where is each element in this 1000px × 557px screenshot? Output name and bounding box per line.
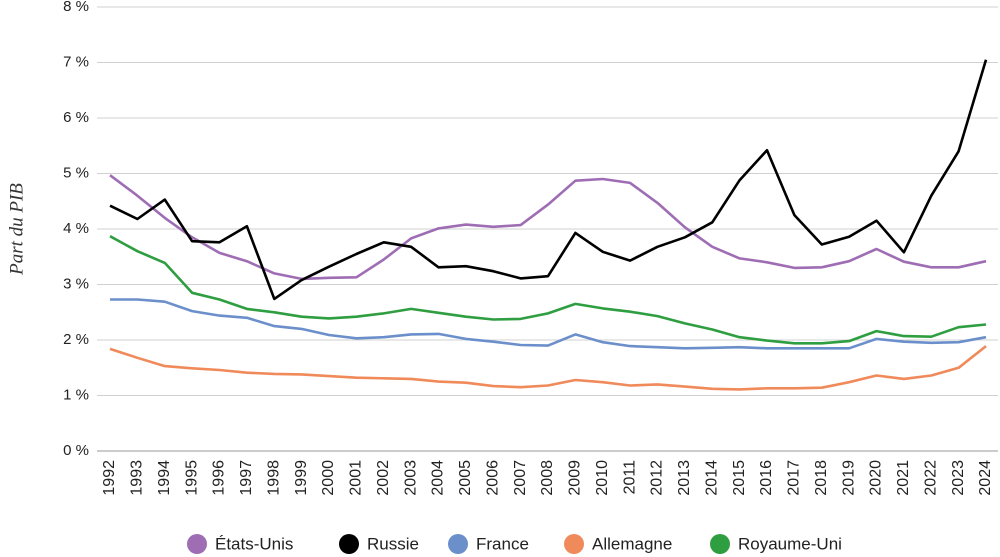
x-tick-label: 2002 [375,460,392,496]
x-tick-label: 2016 [758,460,775,496]
y-tick-label: 8 % [63,0,89,15]
x-tick-label: 2015 [731,460,748,496]
legend-marker [564,534,584,554]
x-tick-label: 2000 [320,460,337,496]
legend-label: Allemagne [592,534,672,553]
x-tick-label: 2010 [594,460,611,496]
x-tick-label: 2008 [539,460,556,496]
y-tick-label: 1 % [63,386,89,403]
x-tick-label: 1994 [156,460,173,496]
legend-marker [710,534,730,554]
series-line [110,298,987,350]
x-tick-label: 2019 [840,460,857,496]
y-axis-label: Part du PIB [6,183,27,276]
x-tick-label: 2007 [512,460,529,496]
series-line [109,345,987,391]
legend-marker [187,534,207,554]
legend-label: Royaume-Uni [738,534,842,553]
x-tick-label: 1995 [183,460,200,496]
x-tick-label: 2003 [402,460,419,496]
y-tick-label: 5 % [63,164,89,181]
x-tick-label: 1997 [238,460,255,496]
x-tick-label: 1996 [211,460,228,496]
x-tick-label: 2024 [977,460,994,496]
x-tick-label: 1999 [293,460,310,496]
x-tick-label: 2009 [567,460,584,496]
legend-marker [339,534,359,554]
x-tick-label: 2011 [621,460,638,495]
x-tick-label: 2022 [922,460,939,496]
x-tick-label: 2001 [348,460,365,496]
x-tick-label: 2014 [703,460,720,496]
x-tick-label: 2006 [484,460,501,496]
x-tick-label: 2013 [676,460,693,496]
x-tick-label: 2021 [895,460,912,496]
x-tick-label: 2012 [649,460,666,496]
y-tick-label: 6 % [63,109,89,126]
legend-label: États-Unis [215,534,293,553]
x-tick-label: 2004 [430,460,447,496]
x-tick-label: 1992 [101,460,118,496]
y-tick-label: 0 % [63,442,89,459]
x-tick-label: 1998 [265,460,282,496]
y-tick-label: 2 % [63,331,89,348]
x-tick-label: 1993 [129,460,146,496]
y-tick-label: 3 % [63,275,89,292]
x-tick-label: 2018 [813,460,830,496]
y-tick-label: 7 % [63,53,89,70]
series-line [109,174,987,281]
legend-label: France [476,534,529,553]
legend-label: Russie [367,534,419,553]
y-tick-label: 4 % [63,220,89,237]
x-tick-label: 2017 [786,460,803,496]
series-line [109,59,988,301]
legend-marker [448,534,468,554]
x-tick-label: 2005 [457,460,474,496]
x-tick-label: 2020 [868,460,885,496]
series-line [109,235,987,345]
x-tick-label: 2023 [950,460,967,496]
